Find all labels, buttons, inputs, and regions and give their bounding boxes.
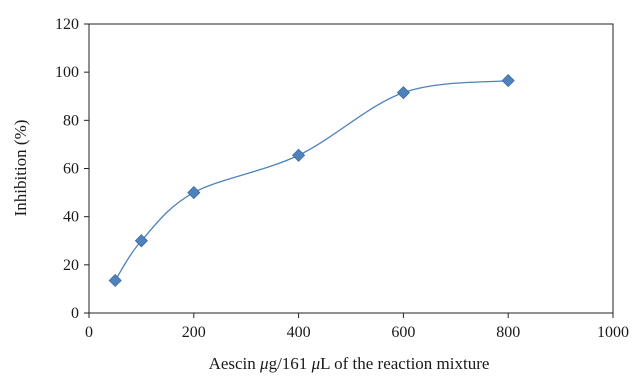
- x-tick-label: 600: [391, 324, 415, 341]
- data-point: [134, 234, 148, 248]
- data-point: [292, 148, 306, 162]
- y-tick-label: 20: [63, 257, 79, 274]
- x-axis-label-part: μ: [259, 354, 269, 373]
- data-point: [396, 86, 410, 100]
- plot-frame: [88, 23, 614, 314]
- data-point: [501, 74, 515, 88]
- x-tick-label: 1000: [597, 324, 629, 341]
- x-axis-label-part: L of the reaction mixture: [320, 354, 489, 373]
- series-line: [114, 79, 509, 281]
- x-axis-label-part: Aescin: [209, 354, 260, 373]
- y-axis-label: Inhibition (%): [11, 120, 30, 217]
- y-tick-label: 100: [55, 64, 79, 81]
- data-point: [108, 273, 122, 288]
- y-tick-label: 0: [71, 305, 79, 322]
- x-axis-label-part: μ: [311, 354, 321, 373]
- x-tick-label: 400: [287, 324, 311, 341]
- x-axis-label: Aescin μg/161 μL of the reaction mixture: [209, 354, 490, 373]
- x-tick-label: 800: [496, 324, 520, 341]
- y-tick-label: 120: [55, 16, 79, 33]
- y-tick-label: 40: [63, 209, 79, 226]
- x-tick-label: 200: [182, 324, 206, 341]
- y-axis-ticks: 0 20 40 60 80 100 120: [55, 16, 89, 322]
- plot-border: [88, 23, 614, 314]
- x-axis-ticks: 0 200 400 600 800 1000: [85, 313, 629, 341]
- data-point: [187, 186, 201, 200]
- y-tick-label: 80: [63, 112, 79, 129]
- series: [108, 74, 515, 288]
- y-tick-label: 60: [63, 161, 79, 178]
- x-tick-label: 0: [85, 324, 93, 341]
- x-axis-label-part: g/161: [269, 354, 312, 373]
